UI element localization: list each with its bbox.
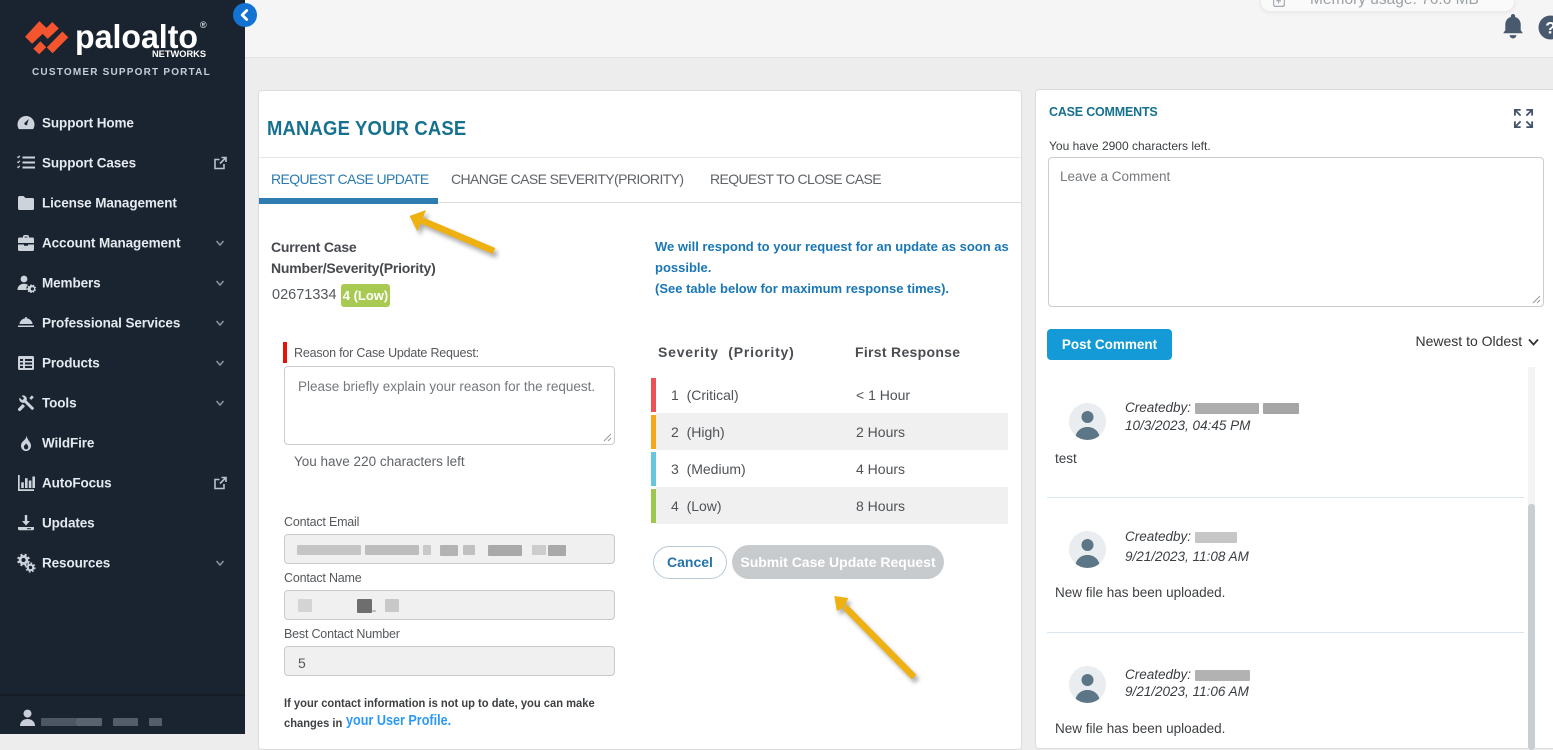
svg-text:NETWORKS: NETWORKS xyxy=(152,49,206,59)
svg-text:®: ® xyxy=(200,20,207,30)
svg-text:?: ? xyxy=(1545,19,1553,38)
